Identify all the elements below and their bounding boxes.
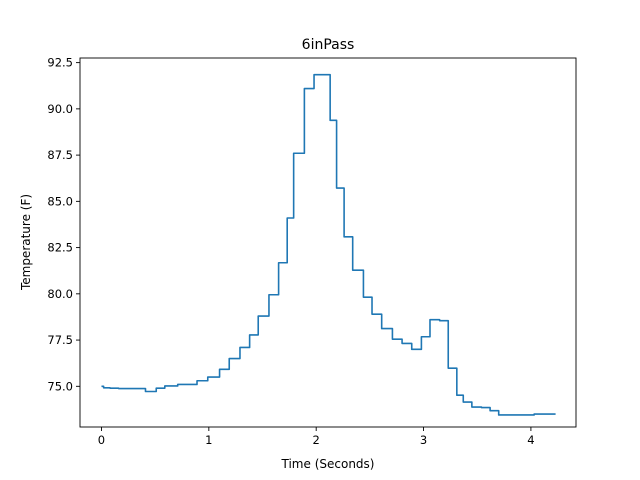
y-tick-label: 92.5 (47, 56, 73, 70)
y-tick-label: 75.0 (47, 379, 73, 393)
y-axis-label: Temperature (F) (19, 194, 33, 291)
x-tick-label: 4 (527, 433, 534, 447)
x-tick-label: 3 (420, 433, 427, 447)
x-axis-label: Time (Seconds) (281, 457, 375, 471)
y-tick-label: 90.0 (47, 102, 73, 116)
y-axis: 75.0 77.5 80.0 82.5 85.0 87.5 90.0 92.5 (47, 56, 80, 393)
x-tick-label: 0 (98, 433, 105, 447)
plot-background (80, 58, 576, 427)
series-line (101, 73, 556, 416)
y-tick-label: 77.5 (47, 333, 73, 347)
y-tick-label: 80.0 (47, 287, 73, 301)
plot-area (79, 57, 577, 428)
x-tick-label: 1 (205, 433, 212, 447)
x-tick-label: 2 (313, 433, 320, 447)
y-tick-label: 85.0 (47, 194, 73, 208)
y-tick-label: 82.5 (47, 241, 73, 255)
plot-frame (79, 57, 577, 428)
y-tick-label: 87.5 (47, 148, 73, 162)
x-axis: 0 1 2 3 4 (98, 427, 535, 447)
chart-title: 6inPass (302, 37, 355, 53)
